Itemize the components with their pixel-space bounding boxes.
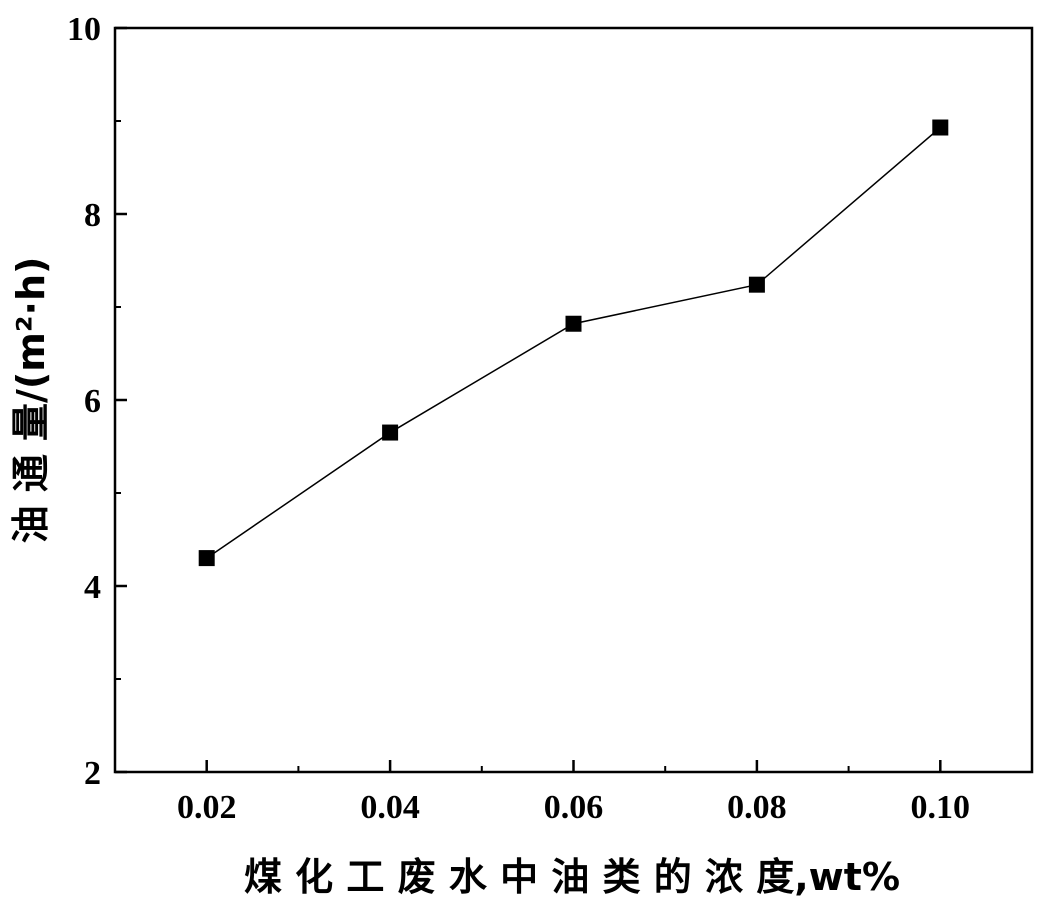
plot-frame — [113, 26, 1034, 774]
x-tick-label: 0.04 — [360, 789, 420, 826]
tick-labels: 0.02 0.04 0.06 0.08 0.10 2 4 6 8 10 — [67, 11, 970, 826]
x-tick-label: 0.08 — [727, 789, 787, 826]
data-point-marker — [382, 424, 399, 441]
data-point-marker — [932, 119, 949, 136]
data-point-marker — [565, 315, 582, 332]
y-axis-title: 油 通 量/(m²·h) — [9, 257, 53, 544]
axis-ticks — [115, 26, 942, 774]
y-tick-label: 6 — [84, 383, 101, 420]
y-tick-label: 8 — [84, 197, 101, 234]
y-tick-label: 4 — [84, 569, 101, 606]
data-point-marker — [198, 550, 215, 567]
y-tick-label: 10 — [67, 11, 101, 48]
series-layer — [198, 119, 949, 567]
series-line — [206, 126, 941, 559]
x-axis-title: 煤 化 工 废 水 中 油 类 的 浓 度,wt% — [244, 855, 900, 899]
x-tick-label: 0.02 — [177, 789, 237, 826]
y-tick-label: 2 — [84, 755, 101, 792]
data-point-marker — [748, 276, 765, 293]
x-tick-label: 0.06 — [544, 789, 604, 826]
x-tick-label: 0.10 — [911, 789, 971, 826]
